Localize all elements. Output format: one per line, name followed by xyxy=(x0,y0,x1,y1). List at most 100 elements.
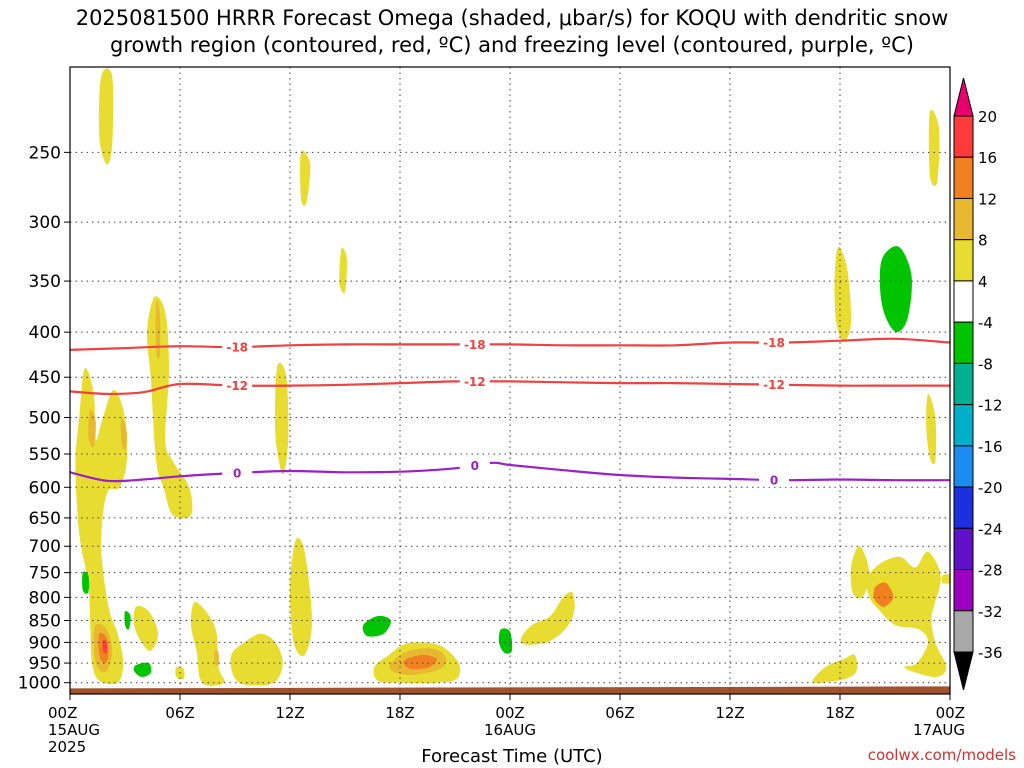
omega-region-19 xyxy=(941,574,951,584)
y-tick-label-350: 350 xyxy=(29,272,61,292)
colorbar-label-5: -4 xyxy=(978,314,993,332)
x-tick-label-7: 18Z xyxy=(825,704,854,722)
contour-label-bg-1-2 xyxy=(759,377,789,392)
x-date-label-0: 15AUG xyxy=(48,721,100,739)
contour-label-bg-2-1 xyxy=(459,458,490,473)
omega-region-12 xyxy=(520,591,575,645)
y-tick-label-400: 400 xyxy=(29,323,61,343)
omega-region-15 xyxy=(866,551,947,678)
colorbar-label-11: -28 xyxy=(978,562,1003,580)
omega-region-35 xyxy=(879,246,912,333)
omega-region-7 xyxy=(133,605,159,652)
omega-region-4 xyxy=(339,247,347,294)
x-date-label-4: 16AUG xyxy=(484,721,536,739)
contour-label-bg-1-0 xyxy=(222,378,253,393)
omega-region-33 xyxy=(362,615,391,637)
omega-region-30 xyxy=(82,571,90,594)
omega-region-27 xyxy=(403,654,437,670)
chart-title-line-1: 2025081500 HRRR Forecast Omega (shaded, … xyxy=(75,6,949,30)
omega-region-0 xyxy=(75,368,128,685)
omega-region-16 xyxy=(834,246,852,342)
colorbar-label-2: 12 xyxy=(978,190,997,208)
x-tick-label-1: 06Z xyxy=(165,704,194,722)
colorbar-box-8 xyxy=(953,445,974,488)
chart-title-line-2: growth region (contoured, red, ºC) and f… xyxy=(110,33,914,57)
omega-region-28 xyxy=(873,582,894,607)
y-tick-label-900: 900 xyxy=(29,633,61,653)
contour-label-1-2: -12 xyxy=(763,378,785,392)
x-tick-label-6: 12Z xyxy=(715,704,744,722)
y-tick-label-600: 600 xyxy=(29,478,61,498)
colorbar-box-12 xyxy=(953,610,974,653)
y-tick-label-550: 550 xyxy=(29,445,61,465)
contour-label-bg-0-2 xyxy=(759,335,789,350)
x-date-label-8: 17AUG xyxy=(913,721,965,739)
colorbar-label-13: -36 xyxy=(978,644,1003,662)
omega-region-32 xyxy=(133,662,152,677)
omega-region-2 xyxy=(98,68,114,165)
contour-label-2-2: 0 xyxy=(770,473,778,487)
omega-region-20 xyxy=(88,409,96,448)
colorbar-box-2 xyxy=(953,197,974,241)
contour-label-2-0: 0 xyxy=(233,466,241,480)
colorbar-label-12: -32 xyxy=(978,603,1003,621)
colorbar-label-8: -16 xyxy=(978,438,1003,456)
colorbar-label-1: 16 xyxy=(978,149,997,167)
omega-region-1 xyxy=(146,296,193,519)
omega-region-6 xyxy=(289,537,312,657)
y-tick-label-450: 450 xyxy=(29,368,61,388)
colorbar-box-6 xyxy=(953,362,974,406)
colorbar-label-6: -8 xyxy=(978,355,993,373)
contour-label-bg-1-1 xyxy=(459,374,490,389)
contour-line-2 xyxy=(69,461,951,483)
contour-label-0-2: -18 xyxy=(763,336,785,350)
colorbar-bottom-tip xyxy=(953,651,974,691)
contour-label-1-0: -12 xyxy=(226,379,248,393)
colorbar-label-9: -20 xyxy=(978,479,1003,497)
y-tick-label-800: 800 xyxy=(29,588,61,608)
x-tick-label-2: 12Z xyxy=(275,704,304,722)
colorbar-box-1 xyxy=(953,156,974,199)
x-tick-label-0: 00Z xyxy=(48,704,77,722)
y-tick-label-650: 650 xyxy=(29,509,61,529)
omega-region-25 xyxy=(214,650,219,666)
contour-label-0-1: -18 xyxy=(464,338,486,352)
x-tick-label-8: 00Z xyxy=(936,704,965,722)
y-tick-label-500: 500 xyxy=(29,409,61,429)
colorbar-box-4 xyxy=(953,280,974,323)
omega-region-22 xyxy=(155,299,161,360)
x-tick-label-5: 06Z xyxy=(605,704,634,722)
y-tick-label-300: 300 xyxy=(29,213,61,233)
colorbar-box-11 xyxy=(953,569,974,612)
colorbar-label-7: -12 xyxy=(978,397,1003,415)
omega-region-13 xyxy=(812,654,858,683)
y-tick-label-250: 250 xyxy=(29,143,61,163)
colorbar-box-10 xyxy=(953,527,974,571)
omega-region-8 xyxy=(190,601,225,686)
contour-label-bg-0-1 xyxy=(459,337,490,352)
omega-region-5 xyxy=(274,362,289,475)
colorbar-box-7 xyxy=(953,404,974,447)
colorbar-top-tip xyxy=(953,77,974,117)
contour-label-bg-2-2 xyxy=(759,472,789,487)
colorbar-label-4: 4 xyxy=(978,273,988,291)
omega-region-34 xyxy=(498,628,513,654)
contour-label-1-1: -12 xyxy=(464,375,486,389)
contour-label-bg-0-0 xyxy=(222,340,253,355)
omega-region-14 xyxy=(850,545,870,599)
contour-label-0-0: -18 xyxy=(226,341,248,355)
source-credit: coolwx.com/models xyxy=(867,746,1016,764)
colorbar-label-3: 8 xyxy=(978,232,988,250)
omega-region-29 xyxy=(102,639,108,654)
colorbar-box-9 xyxy=(953,486,974,529)
x-tick-label-4: 00Z xyxy=(495,704,524,722)
y-tick-label-700: 700 xyxy=(29,537,61,557)
contour-label-bg-2-0 xyxy=(222,465,253,480)
colorbar-box-0 xyxy=(953,115,974,158)
omega-region-21 xyxy=(120,417,127,451)
colorbar-box-5 xyxy=(953,321,974,364)
y-tick-label-950: 950 xyxy=(29,654,61,674)
x-tick-label-3: 18Z xyxy=(385,704,414,722)
omega-region-31 xyxy=(124,611,131,630)
